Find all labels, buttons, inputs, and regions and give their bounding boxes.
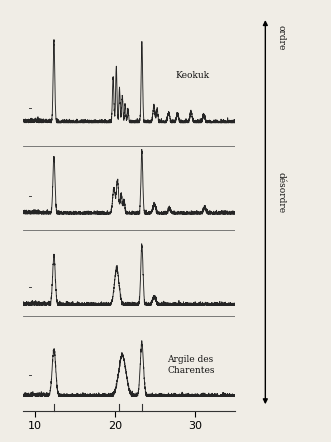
Text: désordre: désordre bbox=[277, 172, 286, 213]
Text: Argile des
Charentes: Argile des Charentes bbox=[167, 355, 214, 374]
Text: Keokuk: Keokuk bbox=[175, 71, 209, 80]
Text: ordre: ordre bbox=[277, 25, 286, 50]
